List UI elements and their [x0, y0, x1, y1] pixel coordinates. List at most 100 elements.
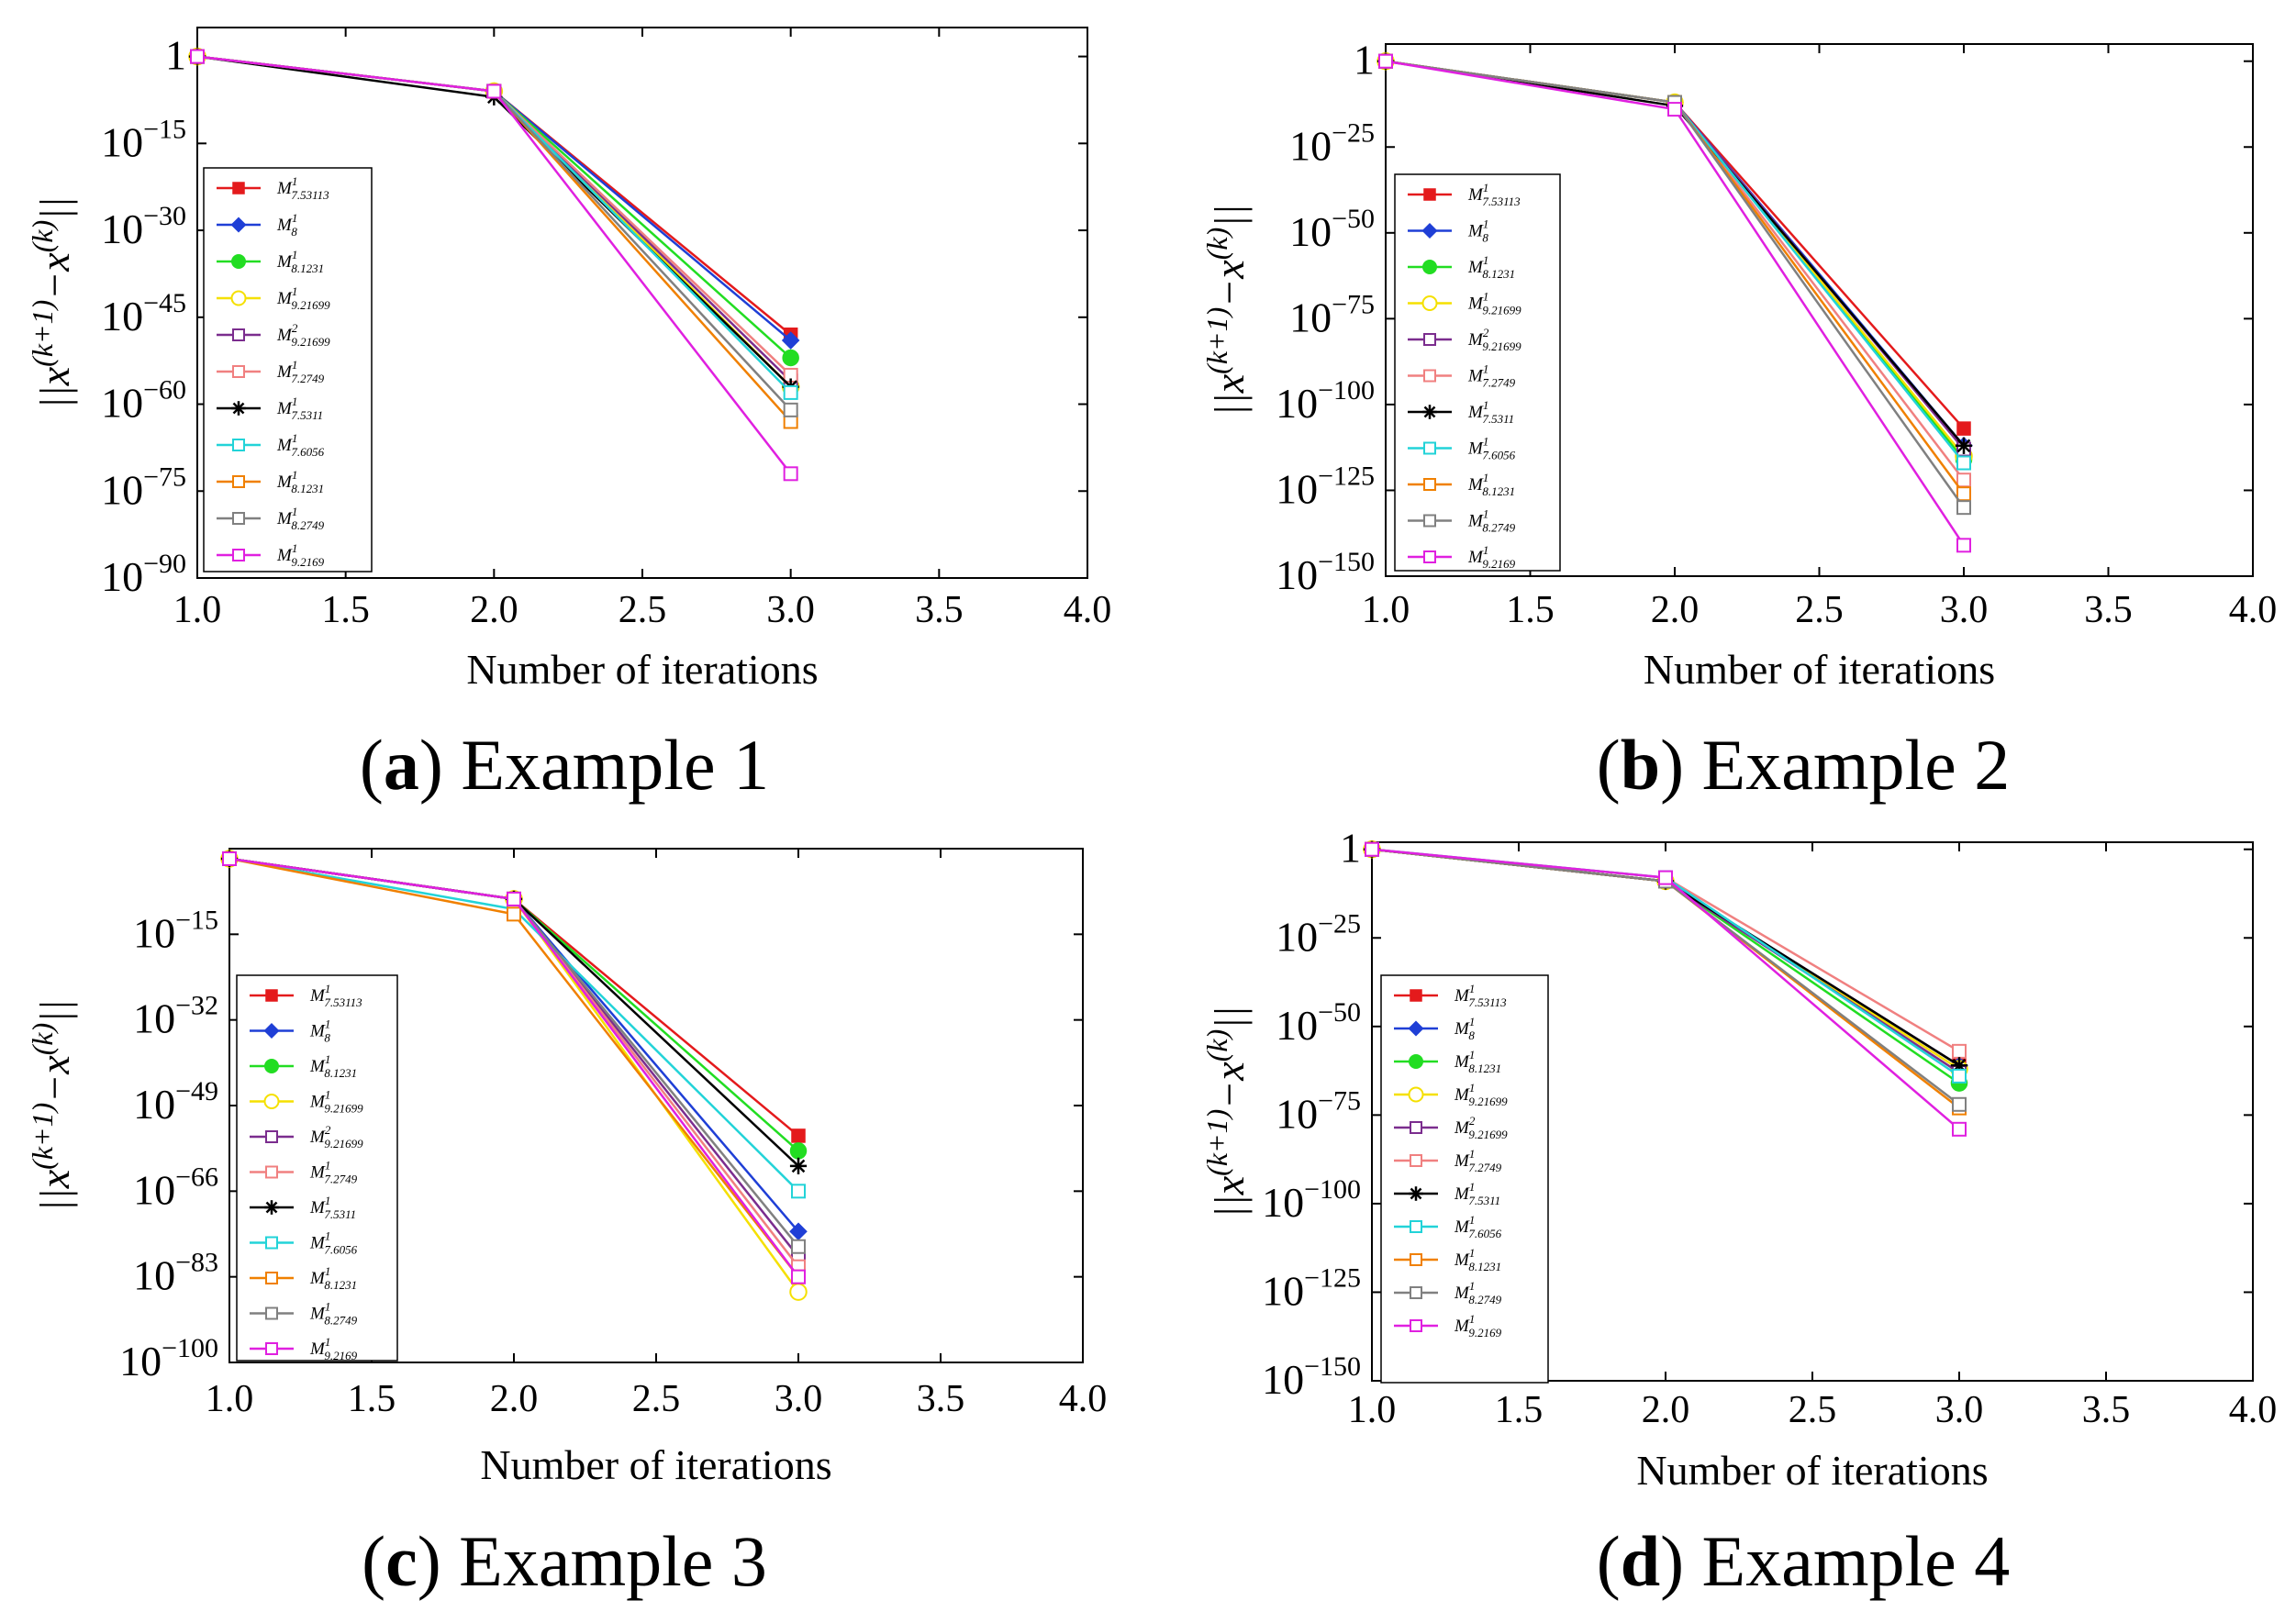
data-point — [1952, 1068, 1967, 1084]
x-tick-label: 1.5 — [1495, 1389, 1544, 1431]
y-tick-label: 1 — [165, 32, 186, 79]
legend-label: M1 9.21699 — [1454, 1081, 1508, 1108]
legend-item: M1 7.5311 — [217, 395, 323, 422]
data-point — [782, 349, 799, 367]
data-point — [1955, 437, 1973, 454]
y-tick-label: 10−25 — [1276, 908, 1361, 960]
legend-item: M1 7.6056 — [250, 1229, 358, 1257]
legend-label: M1 7.6056 — [309, 1229, 358, 1257]
data-point — [1365, 841, 1379, 857]
x-axis-title: Number of iterations — [466, 646, 818, 693]
x-tick-label: 4.0 — [2229, 589, 2278, 631]
data-point — [190, 49, 205, 64]
legend-label: M2 9.21699 — [1454, 1114, 1508, 1141]
legend-marker — [265, 989, 278, 1002]
legend-marker — [231, 254, 246, 269]
legend-marker — [265, 1130, 278, 1143]
legend-item: M1 8 — [250, 1017, 330, 1045]
legend-item: M1 9.2169 — [217, 541, 325, 569]
x-tick-label: 1.0 — [206, 1378, 254, 1420]
legend-label: M1 7.2749 — [1467, 362, 1516, 390]
x-tick-label: 4.0 — [2229, 1389, 2278, 1431]
legend-label: M1 9.2169 — [276, 541, 325, 569]
legend-marker — [1409, 1186, 1423, 1201]
y-tick-label: 10−60 — [101, 375, 186, 427]
legend-marker — [263, 1022, 280, 1039]
legend-marker — [1410, 1121, 1422, 1134]
legend-label: M1 8.1231 — [1454, 1048, 1501, 1075]
legend-item: M1 8.2749 — [250, 1300, 358, 1328]
legend-label: M1 7.2749 — [276, 358, 325, 385]
legend-marker — [1423, 333, 1436, 346]
legend-marker — [265, 1165, 278, 1179]
data-point — [1378, 53, 1393, 69]
legend-label: M1 7.53113 — [1467, 181, 1521, 208]
legend-item: M1 8.1231 — [217, 468, 324, 495]
legend-item: M1 8.1231 — [1394, 1048, 1501, 1075]
y-tick-label: 10−125 — [1262, 1262, 1361, 1314]
x-tick-label: 1.5 — [348, 1378, 396, 1420]
legend-label: M2 9.21699 — [1467, 326, 1521, 353]
legend-label: M1 7.5311 — [276, 395, 323, 422]
x-axis-title: Number of iterations — [1644, 646, 1995, 693]
legend-item: M1 7.2749 — [217, 358, 325, 385]
legend-box — [1380, 974, 1549, 1384]
legend-item: M2 9.21699 — [1408, 326, 1521, 353]
chart-caption: (d) Example 4 — [1597, 1521, 2011, 1601]
legend-label: M1 8 — [276, 211, 297, 239]
legend-label: M1 8.1231 — [1467, 253, 1515, 281]
x-tick-label: 2.0 — [1651, 589, 1700, 631]
x-tick-label: 3.5 — [917, 1378, 965, 1420]
y-tick-label: 1 — [1340, 825, 1361, 872]
chart-caption: (c) Example 3 — [362, 1521, 767, 1601]
data-point — [781, 331, 800, 350]
legend: M1 7.53113 M1 8 M1 8.1231 M1 9.21699 M2 9.21699 M1… — [1394, 173, 1561, 572]
series-11 — [190, 49, 798, 482]
legend-item: M1 7.5311 — [250, 1194, 356, 1221]
legend-item: M1 7.53113 — [1394, 982, 1507, 1009]
x-tick-label: 3.0 — [1935, 1389, 1984, 1431]
legend-marker — [265, 1306, 278, 1320]
chart-a: 1.0 1.5 2.0 2.5 3.0 3.5 4.0 1 10−15 10−30 10−45 10−… — [26, 27, 1111, 805]
legend-item: M1 7.6056 — [1394, 1213, 1502, 1240]
legend-marker — [1423, 514, 1436, 528]
data-point — [507, 891, 521, 906]
data-point — [789, 1142, 808, 1160]
y-axis-title: ||x(k+1)−x(k)|| — [1200, 204, 1253, 416]
legend-marker — [265, 1272, 278, 1284]
legend-marker — [263, 1094, 280, 1109]
legend-label: M1 8 — [1454, 1015, 1475, 1042]
legend-item: M1 7.2749 — [1394, 1147, 1502, 1174]
legend-marker — [1410, 1220, 1422, 1233]
legend-item: M1 9.21699 — [250, 1088, 363, 1116]
legend: M1 7.53113 M1 8 M1 8.1231 M1 9.21699 M2 9.21699 M1… — [203, 167, 373, 572]
legend-marker — [231, 401, 246, 416]
legend-item: M1 7.5311 — [1408, 398, 1514, 426]
legend-item: M1 8.1231 — [250, 1052, 357, 1080]
data-point — [789, 1157, 808, 1174]
legend-label: M1 8.2749 — [1467, 507, 1516, 535]
legend-item: M1 8 — [1408, 217, 1488, 245]
x-tick-label: 1.5 — [321, 589, 370, 631]
y-tick-label: 10−100 — [1276, 375, 1375, 427]
legend-item: M1 7.53113 — [217, 174, 329, 202]
legend-marker — [264, 1200, 279, 1215]
legend-label: M1 8.1231 — [276, 248, 324, 275]
legend-marker — [232, 439, 245, 451]
legend-marker — [1422, 405, 1437, 419]
legend-label: M1 7.53113 — [1454, 982, 1507, 1009]
y-tick-label: 1 — [1354, 37, 1375, 83]
y-tick-label: 10−66 — [133, 1162, 218, 1213]
series-11 — [222, 850, 806, 1284]
data-point — [1667, 102, 1682, 117]
legend-item: M1 7.53113 — [1408, 181, 1521, 208]
x-tick-label: 2.0 — [490, 1378, 539, 1420]
legend-item: M1 7.6056 — [1408, 435, 1516, 462]
legend-label: M1 7.2749 — [1454, 1147, 1502, 1174]
y-axis-title-text: ||x(k+1)−x(k)|| — [1200, 204, 1253, 416]
legend-label: M1 7.53113 — [309, 982, 362, 1009]
data-point — [783, 384, 798, 400]
y-tick-label: 10−15 — [133, 905, 218, 956]
legend-label: M1 8.1231 — [1467, 471, 1515, 498]
legend-item: M1 8.1231 — [217, 248, 324, 275]
